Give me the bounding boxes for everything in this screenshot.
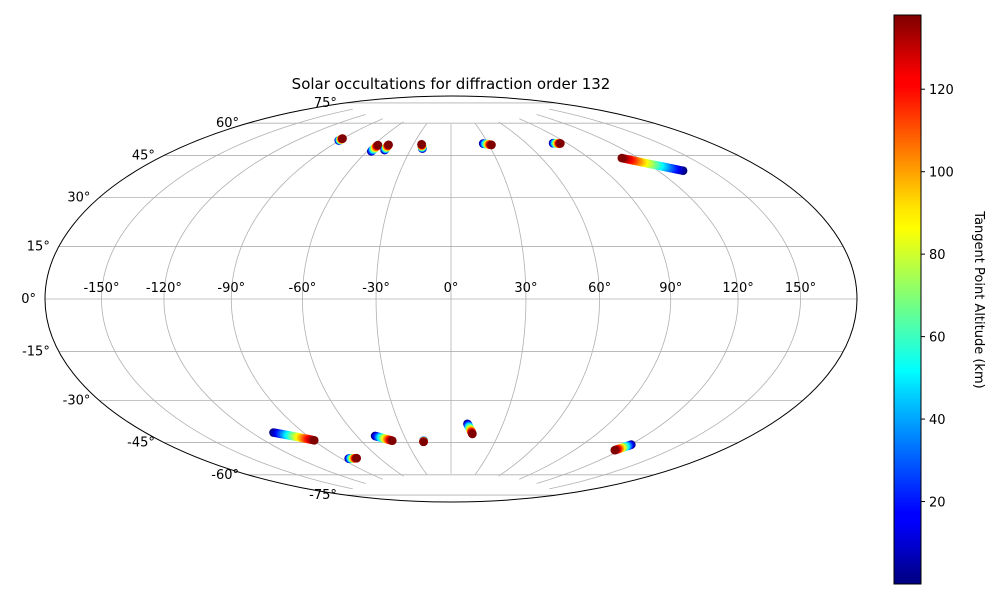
track-9 [344, 453, 362, 463]
track-10 [370, 431, 397, 446]
colorbar-tick-label-80: 80 [929, 248, 946, 263]
track-2 [367, 140, 383, 156]
track-7 [617, 153, 688, 176]
track-2-point [373, 140, 383, 150]
track-5 [478, 139, 496, 150]
longitude-label--60: -60° [289, 281, 317, 296]
longitude-label-30: 30° [514, 281, 537, 296]
latitude-label-60: 60° [216, 116, 239, 131]
colorbar: 20 40 60 80 100 120 Tangent Point Altitude (k… [893, 14, 986, 585]
longitude-label--30: -30° [362, 281, 390, 296]
longitude-label--120: -120° [146, 281, 182, 296]
projection-outline [44, 95, 858, 503]
track-12-point [468, 429, 477, 439]
track-6-point [556, 139, 565, 148]
track-11 [419, 436, 428, 447]
track-8 [269, 428, 319, 445]
track-10-point [388, 436, 397, 446]
track-5-point [487, 140, 496, 150]
meridian--120 [163, 114, 366, 484]
track-13 [610, 440, 636, 455]
meridian-150 [549, 108, 801, 490]
track-1 [334, 134, 347, 145]
colorbar-tick-label-120: 120 [929, 83, 954, 98]
track-4 [417, 139, 427, 153]
colorbar-ticks: 20 40 60 80 100 120 [921, 83, 954, 511]
track-4-point [417, 139, 426, 149]
colorbar-tick-label-60: 60 [929, 331, 946, 346]
latitude-label--60: -60° [211, 468, 239, 483]
longitude-label-60: 60° [588, 281, 611, 296]
colorbar-tick-label-100: 100 [929, 166, 954, 181]
meridian-30 [475, 123, 527, 475]
latitude-label-75: 75° [314, 96, 337, 111]
grid-lines [45, 102, 857, 496]
latitude-label-15: 15° [27, 239, 50, 254]
colorbar-tick-label-20: 20 [929, 496, 946, 511]
latitude-label--30: -30° [63, 394, 91, 409]
meridian--90 [230, 118, 383, 480]
map-boundary [44, 95, 858, 503]
chart-title: Solar occultations for diffraction order… [292, 75, 611, 93]
colorbar-gradient [893, 14, 922, 585]
colorbar-tick-label-40: 40 [929, 413, 946, 428]
longitude-label--150: -150° [83, 281, 119, 296]
longitude-tick-labels: -150° -120° -90° -60° -30° 0° 30° 60° 90° 120° 150… [83, 281, 816, 296]
meridian--150 [101, 108, 353, 490]
latitude-label--75: -75° [309, 488, 337, 503]
latitude-label--15: -15° [22, 345, 50, 360]
colorbar-label: Tangent Point Altitude (km) [971, 210, 986, 388]
track-3-point [384, 140, 393, 150]
track-11-point [419, 437, 428, 447]
latitude-label--45: -45° [127, 436, 155, 451]
occultation-tracks [269, 134, 688, 463]
meridian--30 [375, 123, 427, 475]
longitude-label-150: 150° [785, 281, 816, 296]
longitude-label-90: 90° [659, 281, 682, 296]
meridian-90 [519, 118, 672, 480]
longitude-label-120: 120° [722, 281, 753, 296]
track-6 [548, 138, 565, 148]
latitude-label-45: 45° [132, 148, 155, 163]
latitude-label-0: 0° [21, 292, 36, 307]
track-8-point [309, 435, 319, 445]
longitude-label--90: -90° [217, 281, 245, 296]
track-7-point [617, 153, 627, 163]
meridian--60 [301, 121, 404, 477]
track-3 [380, 140, 393, 155]
track-13-point [610, 445, 620, 455]
track-12 [463, 419, 477, 439]
track-9-point [352, 453, 362, 463]
meridian-60 [498, 121, 601, 477]
latitude-label-30: 30° [67, 191, 90, 206]
track-1-point [338, 134, 347, 143]
longitude-label-0: 0° [444, 281, 459, 296]
latitude-tick-labels: -75° -60° -45° -30° -15° 0° 15° 30° 45° 60° 75° [21, 96, 337, 503]
